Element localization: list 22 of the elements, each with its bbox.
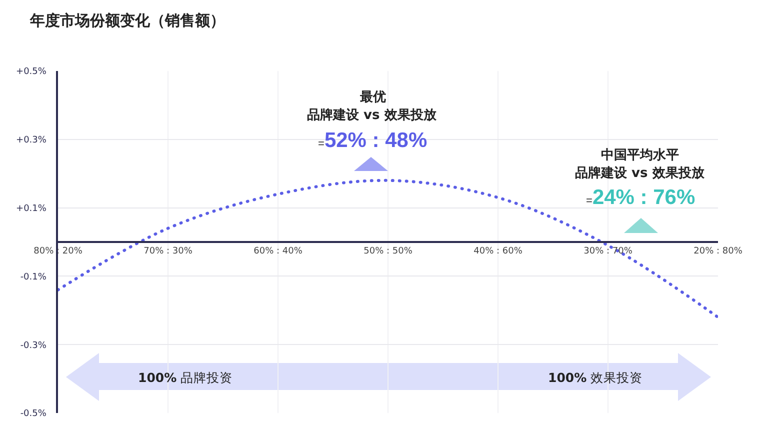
annotation: 最优 bbox=[359, 90, 386, 105]
x-tick-label: 40% : 60% bbox=[474, 246, 523, 257]
annotation: 100% 品牌投资 bbox=[138, 370, 233, 385]
x-tick-label: 60% : 40% bbox=[254, 246, 303, 257]
x-tick-label: 80% : 20% bbox=[34, 246, 83, 257]
y-tick-label: -0.5% bbox=[20, 409, 47, 420]
annotation: =52% : 48% bbox=[318, 129, 428, 152]
y-tick-label: +0.3% bbox=[16, 136, 47, 146]
line-series bbox=[58, 178, 718, 319]
annotation: 100% 效果投资 bbox=[548, 370, 643, 385]
y-tick-label: -0.1% bbox=[20, 272, 47, 282]
annotation: 中国平均水平 bbox=[601, 148, 679, 163]
annotation: 品牌建设 vs 效果投放 bbox=[575, 165, 706, 181]
chart-title: 年度市场份额变化（销售额） bbox=[29, 11, 225, 30]
annotation: =24% : 76% bbox=[586, 186, 696, 209]
y-tick-label: +0.1% bbox=[16, 204, 47, 214]
x-tick-label: 50% : 50% bbox=[364, 246, 413, 257]
y-tick-label: +0.5% bbox=[16, 67, 47, 78]
annotation: 品牌建设 vs 效果投放 bbox=[307, 107, 438, 123]
x-tick-label: 20% : 80% bbox=[694, 246, 743, 257]
x-tick-label: 70% : 30% bbox=[144, 246, 193, 257]
y-tick-label: -0.3% bbox=[20, 340, 47, 351]
